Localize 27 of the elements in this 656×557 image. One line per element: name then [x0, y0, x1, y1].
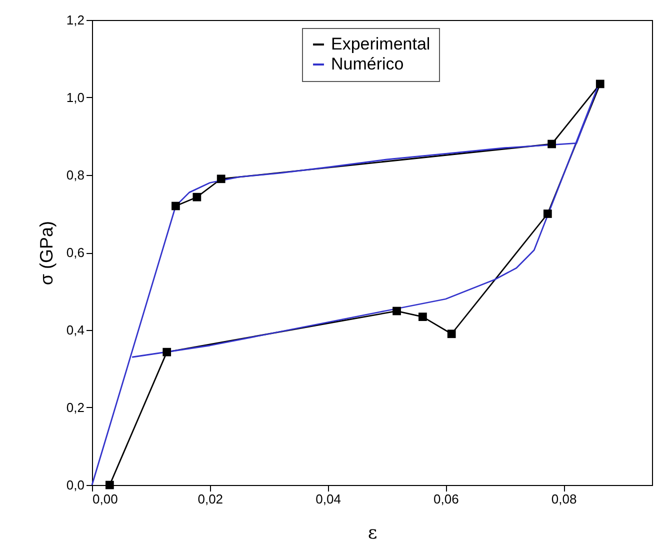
- y-tick-label: 0,0: [66, 478, 84, 492]
- y-axis-title: σ (GPa): [36, 220, 56, 286]
- y-tick-label: 1,2: [66, 12, 84, 28]
- point: [418, 312, 427, 322]
- x-tick-label: 0,04: [316, 492, 341, 506]
- y-tick-label: 0,4: [66, 322, 84, 338]
- y-tick-label: 1,0: [66, 90, 84, 105]
- legend-label: Numérico: [331, 54, 404, 74]
- point: [392, 306, 401, 316]
- y-tick-label: 0,6: [66, 245, 84, 260]
- x-axis-title: ε: [368, 522, 378, 544]
- x-tick-label: 0,02: [198, 492, 224, 506]
- point: [548, 140, 556, 148]
- x-tick-label: 0,08: [551, 492, 577, 506]
- point: [106, 480, 114, 490]
- x-tick-label: 0,06: [434, 492, 459, 506]
- point: [447, 330, 456, 338]
- point: [596, 80, 604, 88]
- point: [192, 192, 202, 202]
- y-tick-label: 0,2: [66, 400, 84, 415]
- point: [162, 348, 172, 356]
- point: [543, 210, 552, 218]
- x-tick-label: 0,00: [92, 492, 118, 506]
- y-tick-label: 0,8: [66, 168, 84, 182]
- point: [216, 174, 226, 184]
- legend-label: Experimental: [331, 34, 430, 54]
- point: [172, 202, 180, 210]
